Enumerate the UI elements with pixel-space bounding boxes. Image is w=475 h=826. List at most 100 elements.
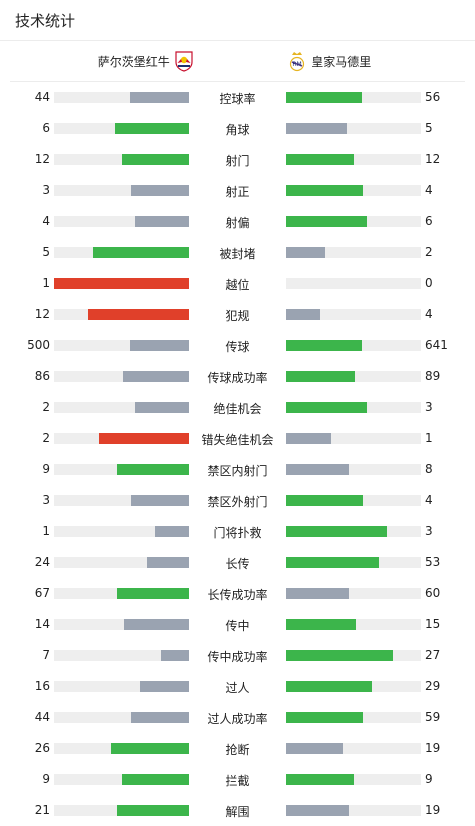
away-stat-bar-fill [286,371,355,382]
home-stat-value: 16 [34,679,50,693]
home-stat-bar [54,340,189,351]
stat-row: 44 控球率 56 [0,82,475,113]
home-stat-value: 86 [34,369,50,383]
home-stat-bar-fill [135,216,189,227]
away-stat-bar-fill [286,588,350,599]
home-stat-bar-fill [117,805,189,816]
stat-row: 3 射正 4 [0,175,475,206]
home-stat-value: 6 [42,121,50,135]
away-stat-value: 60 [425,586,441,600]
stat-label: 传中成功率 [207,650,268,664]
away-stat-bar [286,123,421,134]
stat-label: 拦截 [225,774,250,788]
home-stat-bar-fill [124,619,189,630]
stat-label: 过人 [225,681,250,695]
away-stat-bar-fill [286,309,320,320]
away-stat-value: 4 [425,307,433,321]
home-stat-value: 5 [42,245,50,259]
away-stat-value: 6 [425,214,433,228]
stat-label: 被封堵 [219,247,256,261]
stat-row: 14 传中 15 [0,609,475,640]
stat-label: 射门 [225,154,250,168]
away-stat-bar [286,154,421,165]
stat-row: 9 拦截 9 [0,764,475,795]
stat-label: 传球 [225,340,250,354]
stat-row: 1 门将扑救 3 [0,516,475,547]
stat-label: 过人成功率 [207,712,268,726]
away-stat-bar-fill [286,464,350,475]
away-stat-value: 3 [425,400,433,414]
stat-row: 500 传球 641 [0,330,475,361]
stat-label: 长传 [225,557,250,571]
home-stat-bar-fill [117,588,189,599]
home-stat-value: 9 [42,462,50,476]
away-stat-bar-fill [286,92,362,103]
home-stat-value: 9 [42,772,50,786]
away-stat-value: 59 [425,710,441,724]
away-stat-value: 15 [425,617,441,631]
away-stat-bar [286,712,421,723]
home-stat-value: 24 [34,555,50,569]
red-bull-logo-icon [175,51,193,72]
home-stat-bar-fill [93,247,189,258]
away-stat-bar [286,92,421,103]
away-stat-bar [286,185,421,196]
away-stat-value: 4 [425,183,433,197]
home-stat-bar [54,650,189,661]
home-stat-bar-fill [140,681,189,692]
away-stat-bar-fill [286,526,388,537]
stat-row: 16 过人 29 [0,671,475,702]
away-stat-value: 12 [425,152,441,166]
home-stat-bar [54,247,189,258]
away-stat-bar-fill [286,216,367,227]
away-stat-bar [286,495,421,506]
away-team[interactable]: RM 皇家马德里 [238,50,466,72]
stat-row: 3 禁区外射门 4 [0,485,475,516]
home-stat-bar [54,526,189,537]
stat-label: 长传成功率 [207,588,268,602]
away-stat-value: 4 [425,493,433,507]
away-stat-value: 2 [425,245,433,259]
away-stat-bar [286,340,421,351]
stat-label: 越位 [225,278,250,292]
stat-row: 7 传中成功率 27 [0,640,475,671]
home-stat-bar-fill [98,433,189,444]
away-stat-bar-fill [286,402,367,413]
stat-row: 24 长传 53 [0,547,475,578]
away-stat-bar-fill [286,650,393,661]
stat-row: 44 过人成功率 59 [0,702,475,733]
stat-row: 5 被封堵 2 [0,237,475,268]
away-stat-bar [286,216,421,227]
home-stat-bar [54,216,189,227]
away-stat-bar-fill [286,805,350,816]
home-stat-bar-fill [122,371,189,382]
away-stat-value: 56 [425,90,441,104]
away-stat-bar-fill [286,433,331,444]
away-stat-bar [286,681,421,692]
away-stat-bar [286,402,421,413]
home-stat-value: 21 [34,803,50,817]
home-team[interactable]: 萨尔茨堡红牛 [10,50,238,72]
stat-row: 12 射门 12 [0,144,475,175]
page-title: 技术统计 [15,11,76,30]
home-stat-value: 3 [42,183,50,197]
home-team-name: 萨尔茨堡红牛 [97,54,170,69]
home-stat-value: 44 [34,90,50,104]
away-stat-value: 29 [425,679,441,693]
away-stat-bar [286,588,421,599]
home-stat-bar [54,464,189,475]
home-stat-value: 3 [42,493,50,507]
away-stat-value: 19 [425,803,441,817]
away-stat-bar [286,557,421,568]
home-stat-bar-fill [121,774,189,785]
away-stat-bar [286,650,421,661]
away-stat-bar-fill [286,154,354,165]
away-stat-value: 5 [425,121,433,135]
away-stat-bar-fill [286,340,362,351]
away-stat-bar-fill [286,247,326,258]
stat-label: 犯规 [225,309,250,323]
home-stat-bar [54,123,189,134]
stat-label: 禁区内射门 [207,464,268,478]
home-stat-value: 26 [34,741,50,755]
away-stat-bar-fill [286,681,373,692]
